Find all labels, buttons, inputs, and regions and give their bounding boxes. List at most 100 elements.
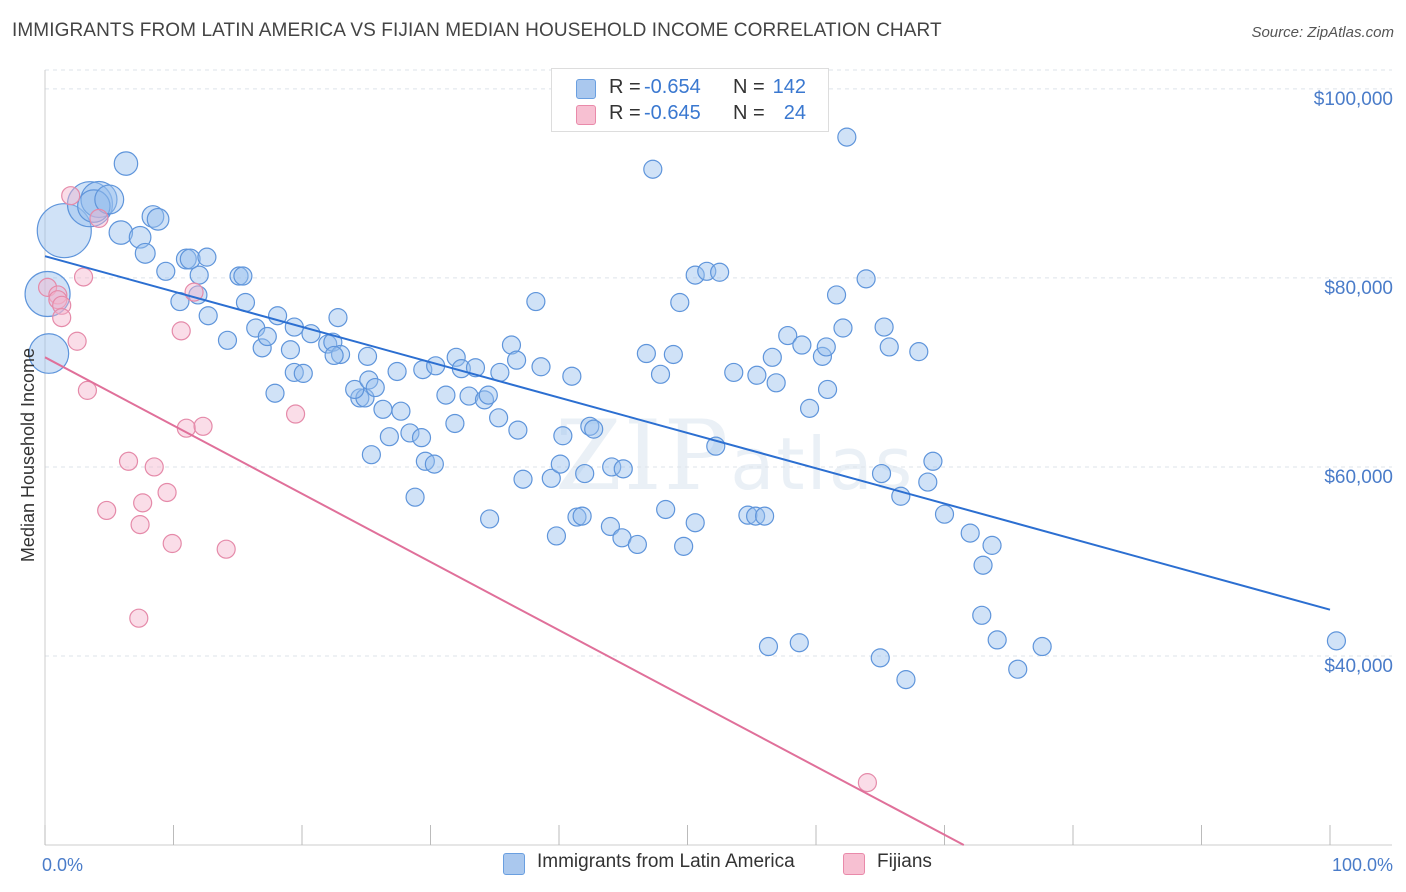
blue-point	[480, 509, 500, 529]
y-tick-label: $40,000	[1324, 656, 1393, 677]
blue-point	[747, 365, 767, 385]
pink-point	[73, 267, 94, 287]
blue-point	[758, 636, 779, 657]
blue-point	[508, 420, 528, 440]
blue-point	[627, 534, 647, 555]
blue-point	[826, 285, 847, 305]
grid-lines	[45, 69, 1392, 657]
tick-labels: $40,000 $60,000 $80,000 $100,000 0.0% 100.0%	[42, 89, 1393, 875]
blue-point	[724, 362, 744, 383]
blue-point	[424, 454, 444, 474]
blue-point	[387, 361, 407, 382]
blue-point	[871, 463, 892, 484]
blue-point	[960, 523, 980, 543]
blue-point	[459, 386, 479, 406]
blue-point	[874, 317, 894, 337]
blue-point	[896, 670, 916, 690]
legend-r-label: R =	[609, 102, 641, 124]
blue-point	[280, 340, 301, 360]
blue-point	[531, 357, 551, 377]
blue-point	[146, 207, 170, 231]
blue-point	[670, 292, 690, 313]
pink-point	[285, 404, 306, 424]
blue-point	[833, 318, 853, 338]
blue-point	[710, 262, 730, 282]
legend-n-label: N =	[733, 76, 765, 98]
blue-point	[972, 605, 992, 625]
pink-point	[77, 380, 98, 400]
x-tick-label: 0.0%	[42, 855, 83, 875]
series-fijians	[37, 186, 878, 793]
blue-point	[489, 408, 509, 428]
blue-point	[134, 242, 156, 264]
blue-point	[584, 419, 604, 439]
pink-point	[130, 515, 150, 535]
legend-swatch-pink	[576, 105, 596, 125]
legend-n-value: 24	[783, 102, 806, 124]
blue-point	[513, 469, 533, 489]
blue-point	[541, 468, 561, 488]
legend-r-label: R =	[609, 76, 641, 98]
pink-point	[52, 308, 72, 328]
pink-point	[61, 186, 81, 206]
blue-point	[128, 225, 152, 249]
blue-point	[738, 505, 758, 525]
legend-n-value: 142	[772, 76, 806, 98]
pink-point	[193, 416, 213, 436]
blue-point	[108, 220, 134, 245]
blue-point	[982, 535, 1002, 555]
x-tick-label: 100.0%	[1332, 855, 1393, 875]
blue-point	[650, 364, 671, 384]
pink-point	[48, 285, 68, 305]
blue-point	[379, 427, 399, 447]
blue-point	[643, 159, 663, 179]
blue-point	[391, 401, 411, 421]
blue-point	[685, 265, 705, 285]
blue-point	[799, 398, 820, 418]
blue-point	[24, 270, 71, 318]
blue-point	[934, 504, 955, 524]
blue-point	[754, 506, 775, 526]
chart-title: IMMIGRANTS FROM LATIN AMERICA VS FIJIAN …	[12, 20, 942, 41]
blue-point	[77, 189, 111, 223]
blue-point	[1326, 631, 1347, 651]
blue-point	[293, 363, 313, 383]
blue-point	[674, 536, 694, 556]
blue-point	[918, 472, 938, 492]
blue-point	[550, 454, 570, 474]
blue-point	[856, 269, 876, 289]
blue-point	[613, 459, 633, 479]
blue-point	[265, 383, 285, 403]
blue-point	[361, 445, 381, 465]
blue-point	[445, 413, 465, 434]
blue-point	[812, 346, 833, 366]
pink-point	[162, 533, 182, 554]
bottom-legend-swatch-blue	[503, 853, 525, 875]
blue-point	[357, 346, 378, 366]
blue-point	[685, 513, 705, 533]
blue-point	[400, 423, 420, 443]
pink-point	[857, 773, 878, 793]
blue-point	[526, 291, 546, 312]
blue-point	[36, 203, 92, 259]
trend-line-fijians	[44, 356, 965, 846]
blue-point	[636, 343, 656, 364]
blue-point	[197, 247, 217, 267]
blue-point	[572, 506, 592, 526]
blue-point	[365, 377, 385, 398]
blue-point	[837, 127, 857, 147]
y-tick-label: $100,000	[1314, 89, 1393, 110]
blue-point	[778, 325, 798, 346]
blue-point	[816, 337, 836, 357]
blue-point	[28, 333, 70, 374]
blue-point	[546, 526, 567, 546]
trend-line-immigrants	[44, 255, 1331, 611]
blue-point	[446, 347, 466, 367]
pink-point	[133, 493, 153, 513]
blue-point	[405, 487, 425, 507]
blue-point	[411, 428, 432, 448]
blue-point	[189, 265, 209, 285]
bottom-legend-label: Immigrants from Latin America	[537, 851, 795, 872]
legend-r-value: -0.654	[644, 76, 701, 98]
